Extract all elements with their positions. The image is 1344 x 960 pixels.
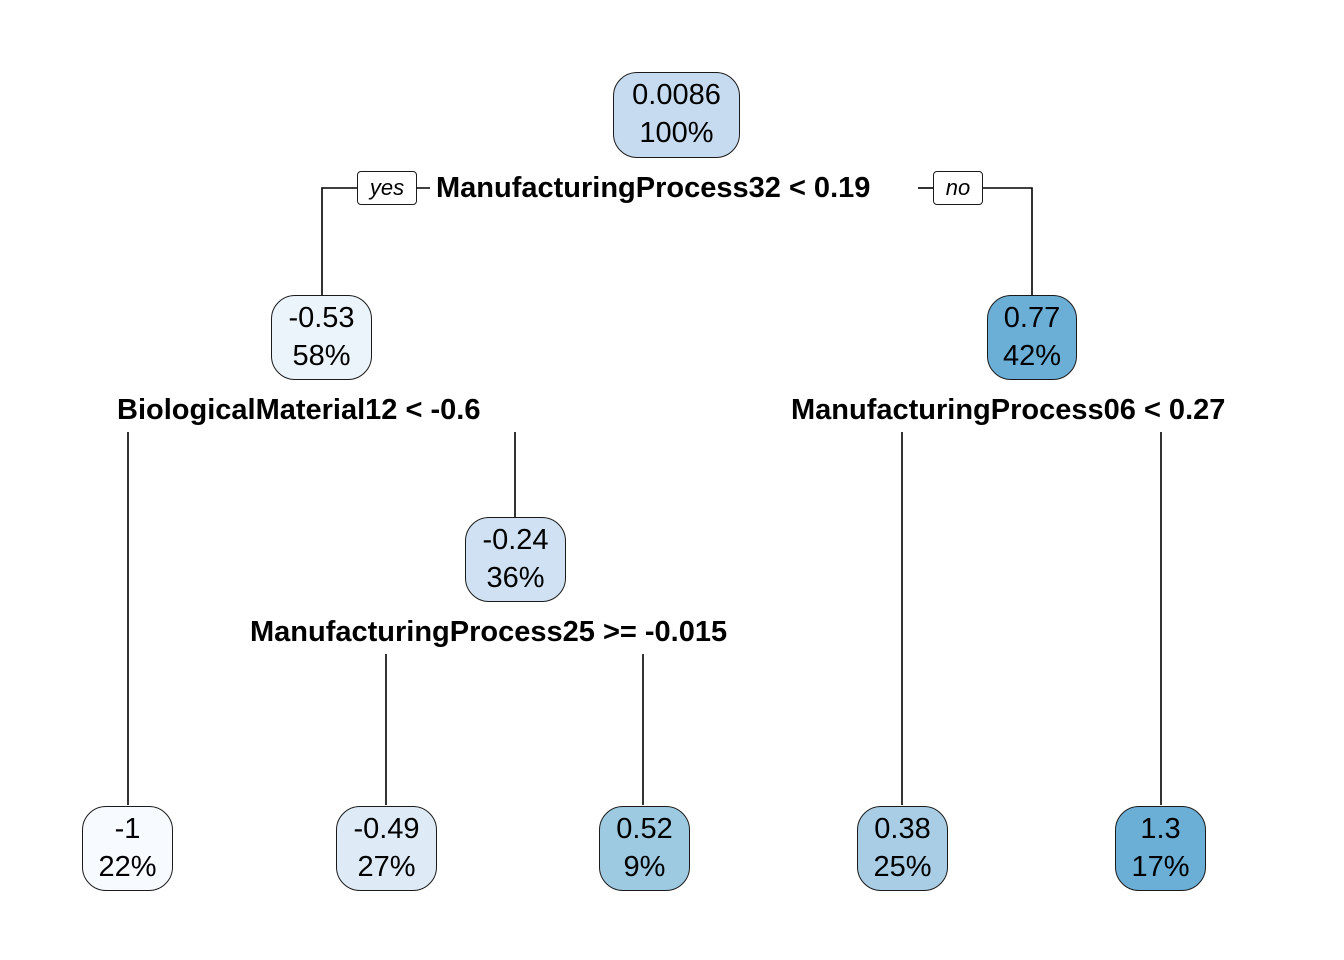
split-label-n5: ManufacturingProcess25 >= -0.015 [244,615,734,649]
node-value: 0.0086 [632,79,721,111]
node-value: 1.3 [1140,813,1181,845]
node-root: 0.0086 100% [613,72,740,158]
leaf-node: 0.38 25% [857,806,948,891]
node-value: -0.49 [353,813,420,845]
node-percent: 25% [873,851,932,883]
node-percent: 17% [1131,851,1190,883]
leaf-node: 0.52 9% [599,806,690,891]
node-percent: 42% [1002,340,1062,372]
node-percent: 9% [623,851,666,883]
node-value: 0.52 [616,813,673,845]
node-percent: 58% [292,340,351,372]
leaf-node: -0.49 27% [336,806,437,891]
leaf-node: 1.3 17% [1115,806,1206,891]
split-label-n3: ManufacturingProcess06 < 0.27 [785,393,1232,427]
node-n2: -0.53 58% [271,295,372,380]
node-value: -1 [114,813,141,845]
split-label-root: ManufacturingProcess32 < 0.19 [430,171,877,205]
split-label-n2: BiologicalMaterial12 < -0.6 [111,393,487,427]
node-n3: 0.77 42% [987,295,1077,380]
node-value: -0.24 [482,524,549,556]
edge-label-no: no [933,171,983,205]
node-value: 0.77 [1003,302,1061,334]
edge-root-yes [321,187,357,296]
node-percent: 36% [486,562,545,594]
leaf-node: -1 22% [82,806,173,891]
node-percent: 100% [639,117,714,149]
edge-label-yes: yes [357,171,417,205]
node-n5: -0.24 36% [465,517,566,602]
edge-root-no [983,187,1033,296]
node-value: -0.53 [288,302,355,334]
node-percent: 22% [98,851,157,883]
node-value: 0.38 [874,813,931,845]
node-percent: 27% [357,851,416,883]
